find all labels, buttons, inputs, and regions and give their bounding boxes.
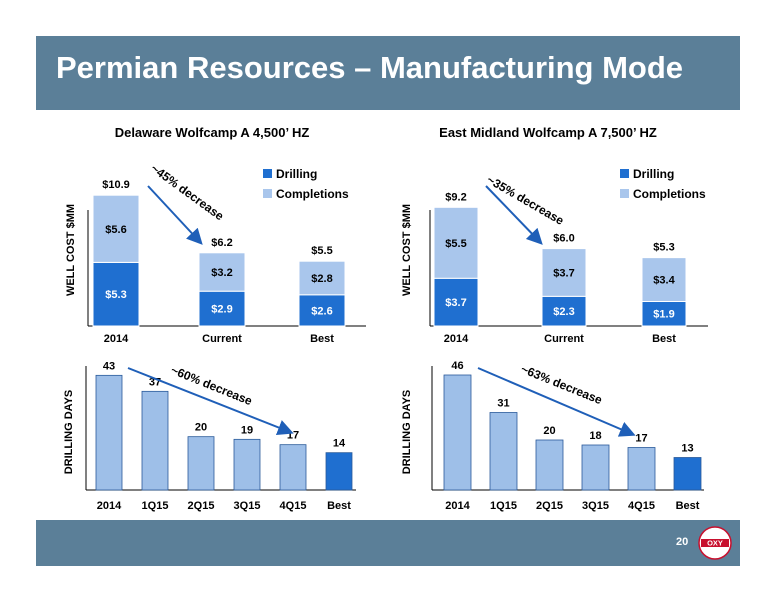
data-label: 18 [589,430,601,442]
x-tick-label: Best [310,333,334,345]
data-label-total: $6.0 [553,233,574,245]
data-label-completions: $3.7 [553,267,574,279]
slide-title: Permian Resources – Manufacturing Mode [56,50,684,85]
data-label-drilling: $2.9 [211,304,232,316]
x-tick-label: Best [652,333,676,345]
bar-drilling [641,300,687,327]
data-label-completions: $3.4 [653,275,675,287]
x-tick-label: 1Q15 [490,500,517,512]
title-bar: Permian Resources – Manufacturing Mode [36,36,740,110]
bar-drilling-days [489,412,518,491]
decrease-arrow [147,185,203,245]
x-tick-label: 3Q15 [582,500,609,512]
data-label-drilling: $2.3 [553,306,574,318]
x-tick-label: Best [676,500,700,512]
x-tick-label: 4Q15 [628,500,655,512]
footer-bar: 20 OXY [36,520,740,566]
x-tick-label: 2014 [445,500,470,512]
legend-label-completions: Completions [633,187,706,201]
oxy-logo: OXY [698,526,732,560]
decrease-annotation: ~45% decrease [148,161,226,223]
data-label-total: $9.2 [445,191,466,203]
logo-text: OXY [707,539,723,548]
x-tick-label: 3Q15 [234,500,261,512]
legend-swatch-drilling [620,169,629,178]
y-axis-label: DRILLING DAYS [401,390,413,475]
bar-drilling-days [233,438,261,491]
chart-title: East Midland Wolfcamp A 7,500’ HZ [439,125,657,140]
legend-label-drilling: Drilling [276,167,317,181]
decrease-arrow [477,367,636,437]
bar-drilling [298,294,346,327]
data-label: 20 [543,425,555,437]
bar-drilling-days [95,374,123,491]
bar-completions [433,206,479,279]
data-label-completions: $3.2 [211,267,232,279]
bar-completions [641,257,687,302]
bar-drilling-days [141,390,169,491]
data-label-total: $10.9 [102,179,130,191]
data-label-drilling: $1.9 [653,309,674,321]
x-tick-label: 2Q15 [536,500,563,512]
chart-title: Delaware Wolfcamp A 4,500’ HZ [115,125,310,140]
legend-swatch-completions [263,189,272,198]
data-label-total: $5.5 [311,245,332,257]
x-tick-label: 2014 [104,333,129,345]
bar-drilling-days [325,452,353,491]
data-label-completions: $5.5 [445,238,466,250]
decrease-arrow [485,185,543,245]
legend-label-drilling: Drilling [633,167,674,181]
bar-drilling-days [627,447,656,491]
bar-drilling-days [443,374,472,491]
decrease-annotation: ~63% decrease [519,362,605,407]
data-label-completions: $5.6 [105,224,126,236]
bar-completions [92,194,140,263]
x-tick-label: Current [202,333,242,345]
data-label-completions: $2.8 [311,273,332,285]
bar-drilling [92,261,140,327]
y-axis-label: WELL COST $MM [65,204,77,296]
legend-swatch-drilling [263,169,272,178]
bar-drilling-days [187,436,215,491]
bar-completions [541,248,587,297]
x-tick-label: 1Q15 [142,500,169,512]
bar-drilling-days [581,444,610,491]
data-label: 43 [103,360,115,372]
x-tick-label: 4Q15 [280,500,307,512]
data-label: 19 [241,424,253,436]
data-label-total: $5.3 [653,242,674,254]
bar-drilling-days [535,439,564,491]
bar-drilling [198,290,246,327]
x-tick-label: 2Q15 [188,500,215,512]
decrease-arrow [127,367,294,436]
bar-completions [198,252,246,292]
y-axis-label: DRILLING DAYS [63,390,75,475]
data-label: 17 [635,433,647,445]
data-label: 20 [195,422,207,434]
data-label-drilling: $5.3 [105,289,126,301]
data-label: 14 [333,438,346,450]
data-label: 13 [681,443,693,455]
y-axis-label: WELL COST $MM [401,204,413,296]
bar-completions [298,260,346,296]
bar-drilling-days [673,457,702,491]
legend-label-completions: Completions [276,187,349,201]
x-tick-label: Current [544,333,584,345]
x-tick-label: 2014 [97,500,122,512]
data-label: 31 [497,398,509,410]
data-label-drilling: $2.6 [311,305,332,317]
page-number: 20 [676,536,689,548]
bar-drilling-days [279,444,307,491]
decrease-annotation: ~35% decrease [485,172,567,227]
data-label-total: $6.2 [211,237,232,249]
data-label: 46 [451,360,463,372]
legend-swatch-completions [620,189,629,198]
x-tick-label: 2014 [444,333,469,345]
data-label-drilling: $3.7 [445,297,466,309]
x-tick-label: Best [327,500,351,512]
